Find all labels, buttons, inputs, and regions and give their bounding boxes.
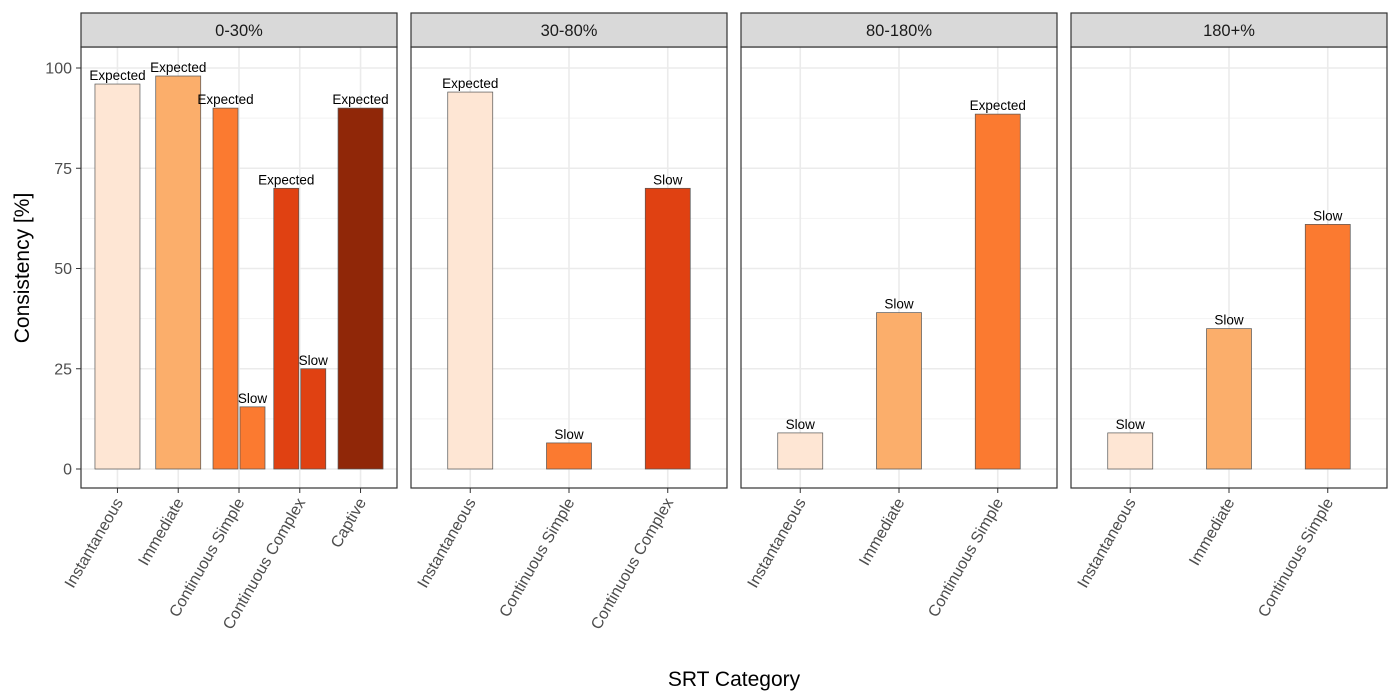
bar-label: Slow (238, 391, 268, 406)
facet-panel: Slow Slow Expected 80-180% Instantaneous Imme… (740, 12, 1058, 620)
x-tick-label: Immediate (856, 495, 908, 568)
bar (777, 432, 824, 470)
x-tick-label: Instantaneous (745, 496, 810, 592)
x-tick-label: Continuous Complex (588, 496, 677, 633)
bar-label: Slow (1116, 417, 1146, 432)
x-tick-label: Captive (328, 495, 370, 551)
facet-panel: Expected Slow Slow 30-80% Instantaneous Conti… (410, 12, 728, 633)
bar (94, 83, 141, 470)
facet-strip-label: 30-80% (541, 22, 598, 40)
x-tick-label: Instantaneous (415, 496, 480, 592)
bar-label: Expected (442, 76, 498, 91)
facet-strip-label: 180+% (1203, 22, 1255, 40)
y-tick-label: 100 (45, 61, 72, 78)
bar-label: Expected (332, 92, 388, 107)
bar (876, 312, 922, 470)
facet-strip-label: 0-30% (215, 22, 263, 40)
bar (1206, 328, 1252, 470)
y-tick-label: 0 (63, 462, 72, 479)
y-axis-title: Consistency [%] (11, 193, 34, 344)
facet-strip-label: 80-180% (866, 22, 932, 40)
bar-label: Expected (258, 172, 314, 187)
panels-layer: ExpectedExpectedExpectedSlowExpectedSlow… (62, 12, 1388, 633)
bar-label: Expected (150, 60, 206, 75)
x-tick-label: Instantaneous (1075, 496, 1140, 592)
x-tick-label: Immediate (1186, 495, 1238, 568)
bar-label: Expected (197, 92, 253, 107)
bar-label: Slow (786, 417, 816, 432)
facet-strip (80, 12, 398, 48)
facet-panel: Expected Expected Expected Slow Expected Slow… (62, 12, 398, 633)
facet-panel: Slow Slow Slow 180+% Instantaneous Immediate C… (1070, 12, 1388, 620)
bar (273, 187, 300, 470)
bar (239, 406, 266, 470)
bar-label: Slow (1313, 208, 1343, 223)
y-tick-label: 50 (54, 261, 72, 278)
bar-label: Slow (884, 297, 914, 312)
y-tick-label: 25 (54, 361, 72, 378)
bar (644, 187, 691, 470)
bar (212, 107, 239, 470)
facet-strip (1070, 12, 1388, 48)
x-tick-label: Continuous Simple (1255, 495, 1337, 620)
facet-strip (410, 12, 728, 48)
bar (337, 107, 384, 470)
x-tick-label: Continuous Simple (497, 495, 579, 620)
x-tick-label: Continuous Simple (925, 495, 1007, 620)
bar (1304, 224, 1351, 470)
x-tick-label: Immediate (136, 495, 188, 568)
bar (546, 442, 592, 470)
bar (1107, 432, 1154, 470)
y-axis: 0 25 50 75 100 (45, 61, 81, 479)
facet-strip (740, 12, 1058, 48)
bar-label: Slow (554, 427, 584, 442)
bar (300, 368, 327, 470)
bar-label: Expected (970, 98, 1026, 113)
bar (974, 113, 1021, 470)
bar (155, 75, 202, 470)
bar (447, 91, 494, 470)
x-axis-title: SRT Category (668, 668, 801, 691)
bar-label: Slow (1214, 313, 1244, 328)
y-tick-label: 75 (54, 161, 72, 178)
bar-label: Slow (299, 353, 329, 368)
x-tick-label: Instantaneous (62, 496, 127, 592)
bar-label: Expected (89, 68, 145, 83)
bar-label: Slow (653, 172, 683, 187)
